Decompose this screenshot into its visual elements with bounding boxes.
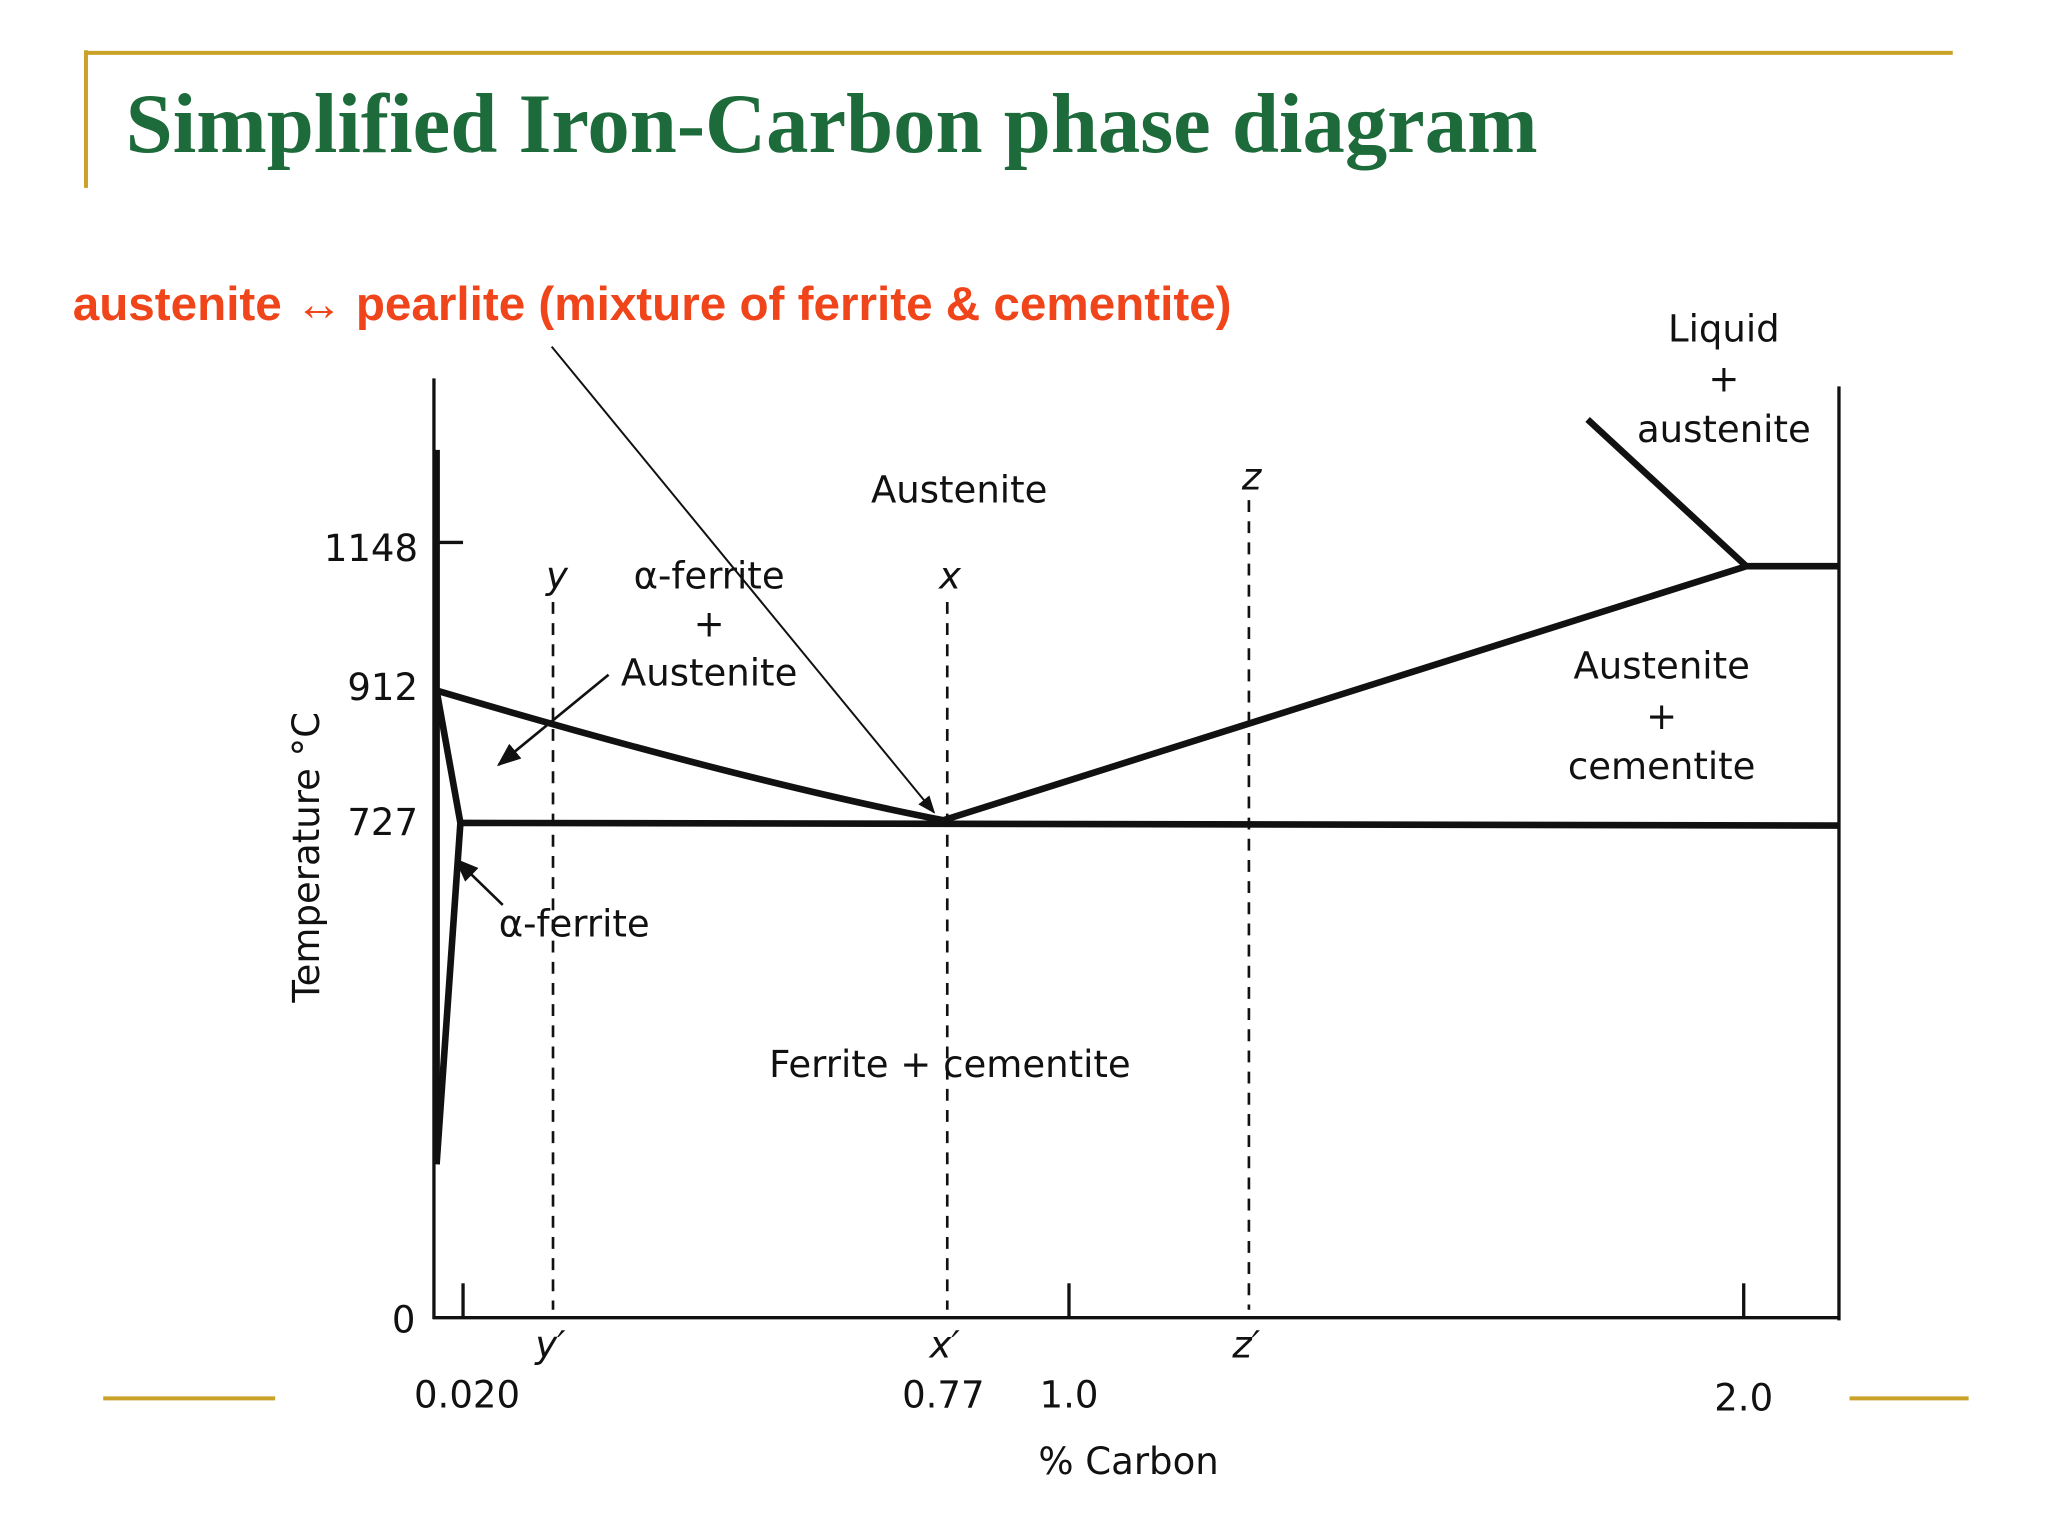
region-label: α-ferrite	[634, 555, 785, 598]
annotation: austenite ↔ pearlite (mixture of ferrite…	[73, 278, 1232, 331]
line-label: y	[545, 555, 569, 598]
region-label: Austenite	[1573, 645, 1749, 688]
annotation-arrow	[550, 345, 936, 814]
acm-line	[942, 563, 1748, 824]
x-tick-label: 0.77	[902, 1374, 984, 1417]
region-label: +	[1646, 695, 1677, 738]
region-label: α-ferrite	[499, 903, 650, 946]
y-tick-label: 1148	[324, 527, 418, 570]
liquidus-line	[1585, 416, 1749, 569]
eutectoid-line	[460, 819, 1839, 829]
region-label: austenite	[1637, 408, 1811, 451]
x-tick-label: 0.020	[414, 1374, 520, 1417]
y-axis-label: Temperature °C	[285, 712, 328, 1004]
line-label: x	[938, 555, 962, 598]
x-tick-label: 2.0	[1714, 1376, 1773, 1419]
y-tick-label: 727	[347, 801, 418, 844]
x-tick-label: 1.0	[1040, 1374, 1099, 1417]
slide-title: Simplified Iron-Carbon phase diagram	[126, 78, 1538, 171]
region-label: Liquid	[1668, 307, 1780, 350]
a3-line	[435, 687, 944, 824]
y-tick-label: 0	[392, 1298, 416, 1341]
region-label: Ferrite + cementite	[769, 1043, 1131, 1086]
label-arrow	[496, 673, 610, 767]
region-label: Austenite	[871, 469, 1047, 512]
region-label: +	[694, 602, 725, 645]
region-label: +	[1708, 358, 1739, 401]
ferrite-boundary	[433, 690, 464, 1165]
region-label: cementite	[1568, 745, 1756, 788]
axes	[432, 378, 1841, 1321]
region-label: Austenite	[621, 651, 797, 694]
line-label: z	[1241, 456, 1263, 499]
line-label: x′	[928, 1323, 960, 1366]
line-label: y′	[534, 1323, 566, 1366]
y-tick-label: 912	[347, 666, 418, 709]
line-label: z′	[1231, 1323, 1260, 1366]
phase-boundaries	[433, 416, 1839, 1165]
label-arrow	[454, 858, 504, 906]
x-axis-label: % Carbon	[1038, 1440, 1218, 1483]
